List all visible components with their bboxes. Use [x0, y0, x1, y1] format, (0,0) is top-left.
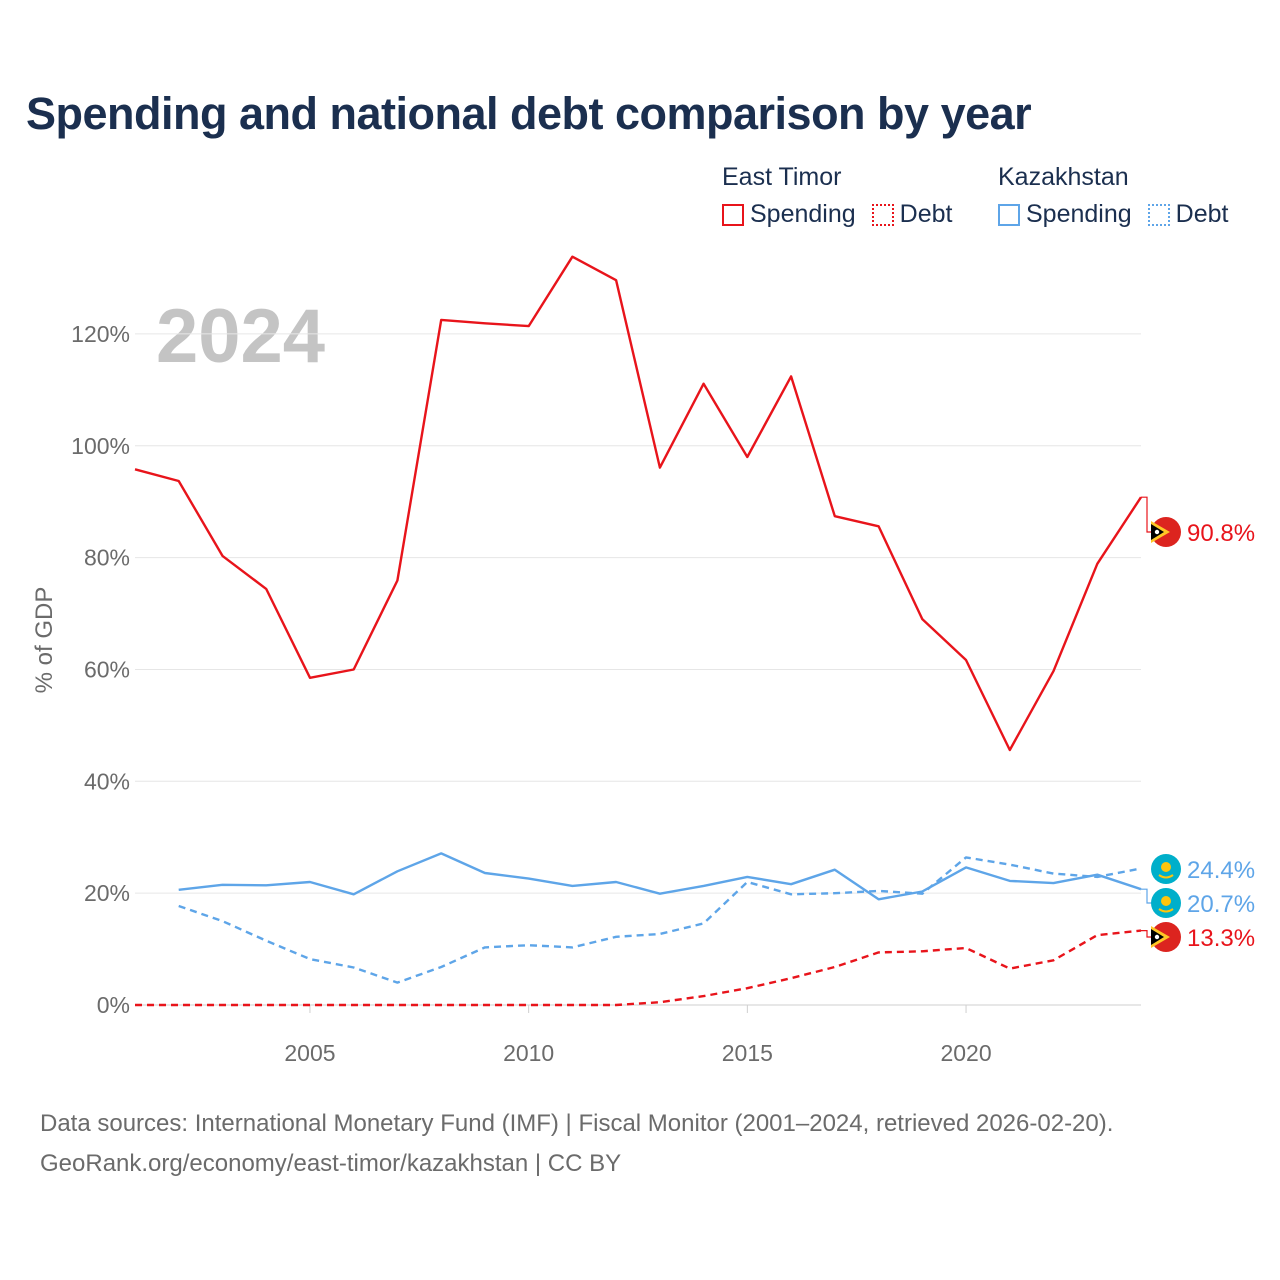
source-line: Data sources: International Monetary Fun…	[40, 1110, 1114, 1137]
kazakhstan-flag-icon	[1151, 854, 1181, 884]
end-label-leader	[1141, 888, 1151, 904]
series-line-east-timor-debt[interactable]	[135, 929, 1142, 1007]
x-tick-label: 2015	[722, 1040, 773, 1066]
end-value-label: 90.8%	[1187, 520, 1255, 547]
legend-group-east-timor: East Timor Spending Debt	[722, 160, 952, 229]
legend-label: Spending	[750, 200, 856, 228]
end-label-leader	[1141, 496, 1151, 533]
y-tick-label: 20%	[84, 880, 130, 906]
legend-group-name: Kazakhstan	[998, 163, 1129, 191]
legend-label: Debt	[899, 200, 953, 228]
y-tick-label: 0%	[97, 992, 130, 1018]
legend-group-name: East Timor	[722, 163, 842, 191]
y-tick-label: 80%	[84, 545, 130, 571]
end-value-label: 13.3%	[1187, 925, 1255, 952]
end-label-leader	[1141, 929, 1151, 938]
x-tick-label: 2005	[284, 1040, 335, 1066]
legend-swatch-solid	[998, 203, 1020, 226]
y-axis-label: % of GDP	[31, 587, 58, 694]
x-tick-label: 2010	[503, 1040, 554, 1066]
y-tick-label: 100%	[71, 433, 130, 459]
legend-item-kazakhstan-debt[interactable]: Debt	[1147, 200, 1229, 229]
series-line-east-timor-spending[interactable]	[134, 255, 1143, 752]
data-sources: Data sources: International Monetary Fun…	[40, 1104, 1113, 1184]
legend-swatch-solid	[722, 203, 744, 226]
east-timor-flag-icon	[1151, 922, 1181, 952]
legend-item-east-timor-debt[interactable]: Debt	[871, 200, 953, 229]
kazakhstan-flag-icon	[1151, 888, 1181, 918]
y-tick-label: 60%	[84, 656, 130, 682]
chart-title: Spending and national debt comparison by…	[26, 88, 1032, 139]
series-line-kazakhstan-debt[interactable]	[178, 856, 1142, 984]
x-tick-label: 2020	[940, 1040, 991, 1066]
y-tick-label: 120%	[71, 321, 130, 347]
legend-swatch-dotted	[1147, 203, 1170, 226]
end-value-label: 24.4%	[1187, 857, 1255, 884]
y-tick-label: 40%	[84, 768, 130, 794]
legend-group-kazakhstan: Kazakhstan Spending Debt	[998, 160, 1228, 229]
grid: 0% 20% 40% 60% 80% 100% 120% 2005 2010 2015 2020	[71, 321, 1141, 1066]
east-timor-flag-icon	[1151, 517, 1181, 547]
series-lines	[134, 255, 1143, 1007]
year-watermark: 2024	[156, 294, 325, 379]
legend-item-kazakhstan-spending[interactable]: Spending	[998, 200, 1132, 229]
legend-item-east-timor-spending[interactable]: Spending	[722, 200, 856, 229]
legend-label: Debt	[1175, 200, 1229, 228]
legend-label: Spending	[1026, 200, 1132, 228]
end-labels: 90.8% 13.3% 20.7% 24.4%	[1141, 496, 1255, 952]
series-line-kazakhstan-spending[interactable]	[178, 852, 1142, 901]
end-value-label: 20.7%	[1187, 891, 1255, 918]
legend-swatch-dotted	[871, 203, 894, 226]
attribution-line: GeoRank.org/economy/east-timor/kazakhsta…	[40, 1150, 622, 1177]
